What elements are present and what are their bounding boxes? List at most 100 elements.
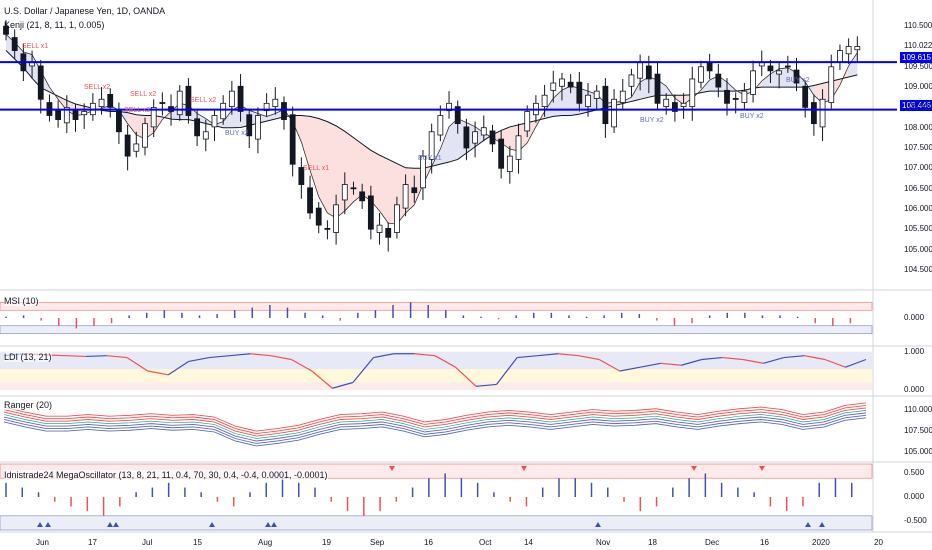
time-axis-label: 20	[874, 538, 883, 547]
ranger-band-line	[3, 417, 867, 447]
kenji-cloud-segment	[223, 110, 232, 128]
candle-body	[837, 50, 843, 63]
ldi-line-segment	[229, 353, 251, 357]
buy-signal-label: BUY x1	[418, 155, 442, 162]
msi-lower-zone	[0, 325, 873, 334]
ldi-line-segment	[373, 353, 395, 359]
candle-body	[576, 81, 583, 104]
ranger-band-line	[3, 407, 867, 437]
candle-body	[272, 98, 279, 107]
candle-body	[211, 115, 218, 128]
buy-signal-label: BUY x2	[740, 113, 764, 120]
ranger-tick-label: 110.000	[904, 405, 932, 415]
candle-body	[367, 195, 374, 230]
ldi-line-segment	[434, 355, 456, 368]
candle-body	[420, 155, 426, 189]
candle-body	[524, 111, 531, 132]
candle-body	[689, 78, 696, 107]
time-axis-label: 18	[648, 538, 657, 547]
ldi-line-segment	[496, 357, 518, 385]
price-tick-label: 108.500	[904, 102, 932, 112]
candle-body	[176, 90, 183, 116]
time-axis-label: 15	[193, 538, 202, 547]
candle-body	[246, 114, 253, 137]
ldi-line-segment	[250, 353, 271, 357]
candle-body	[715, 73, 722, 88]
kenji-cloud-segment	[327, 121, 337, 219]
mega-buy-arrow	[107, 522, 113, 527]
ldi-line-segment	[783, 355, 805, 359]
price-tick-label: 106.500	[904, 183, 932, 193]
kenji-cloud-segment	[544, 98, 554, 119]
candle-body	[854, 46, 861, 51]
ldi-middle-zone	[0, 369, 872, 383]
kenji-cloud-segment	[761, 73, 771, 88]
ranger-band-line	[3, 402, 867, 432]
kenji-cloud-segment	[700, 79, 710, 93]
price-tick-label: 106.000	[904, 203, 932, 213]
indicator-label: Kenji (21, 8, 11, 1, 0.005)	[4, 20, 105, 30]
mega-tick-label: 0.500	[904, 468, 925, 478]
candle-body	[671, 102, 678, 112]
time-axis-label: Oct	[479, 538, 492, 547]
candle-body	[619, 90, 626, 103]
sell-signal-label: SELL x2	[124, 107, 150, 114]
candle-body	[741, 90, 748, 103]
mega-buy-arrow	[265, 522, 271, 527]
time-axis-label: Sep	[370, 538, 385, 547]
kenji-cloud-segment	[848, 52, 858, 78]
time-axis-label: 19	[322, 538, 331, 547]
ldi-lower-zone	[0, 382, 872, 391]
candle-body	[767, 65, 774, 72]
candle-body	[845, 46, 852, 55]
ldi-line-segment	[167, 360, 190, 376]
candle-body	[446, 102, 452, 112]
candle-body	[350, 187, 357, 190]
ranger-band-line	[3, 404, 867, 435]
candle-body	[828, 66, 835, 103]
ldi-line-segment	[291, 358, 313, 372]
kenji-cloud-segment	[813, 83, 823, 104]
price-tick-label: 107.000	[904, 163, 932, 173]
mega-buy-arrow	[209, 522, 215, 527]
ranger-pane-title: Ranger (20)	[4, 400, 53, 410]
mega-buy-arrow	[819, 522, 825, 527]
candle-body	[698, 66, 704, 83]
price-tick-label: 110.022	[904, 40, 932, 50]
mega-sell-arrow	[521, 466, 527, 471]
ldi-tick-label: 0.000	[904, 385, 925, 395]
candle-body	[602, 85, 609, 125]
ldi-line-segment	[763, 357, 785, 364]
candle-body	[411, 187, 418, 194]
candle-body	[776, 70, 783, 75]
ranger-band-line	[3, 412, 867, 442]
ldi-line-segment	[311, 370, 333, 389]
ldi-line-segment	[517, 355, 538, 359]
kenji-cloud-segment	[449, 118, 458, 163]
ldi-line-segment	[804, 355, 826, 361]
ldi-line-segment	[126, 357, 148, 372]
candle-body	[437, 115, 444, 136]
time-axis-label: 17	[88, 538, 97, 547]
msi-pane-title: MSI (10)	[4, 296, 39, 306]
ranger-tick-label: 105.000	[904, 446, 932, 456]
price-tick-label: 104.500	[904, 264, 932, 274]
mega-buy-arrow	[595, 522, 601, 527]
mega-tick-label: 0.000	[904, 492, 925, 501]
candle-body	[150, 106, 157, 128]
candle-body	[593, 90, 600, 99]
candle-body	[376, 224, 383, 233]
ldi-line-segment	[824, 358, 846, 368]
candle-body	[480, 127, 487, 136]
candle-body	[732, 98, 739, 100]
msi-tick-label: 0.000	[904, 313, 925, 322]
candle-body	[472, 131, 478, 144]
candle-body	[550, 82, 557, 91]
candle-body	[385, 227, 392, 238]
price-tick-label: 109.000	[904, 82, 932, 92]
candle-body	[63, 106, 70, 124]
ldi-line-segment	[414, 353, 436, 357]
kenji-cloud-segment	[318, 118, 328, 213]
candle-body	[298, 167, 305, 185]
